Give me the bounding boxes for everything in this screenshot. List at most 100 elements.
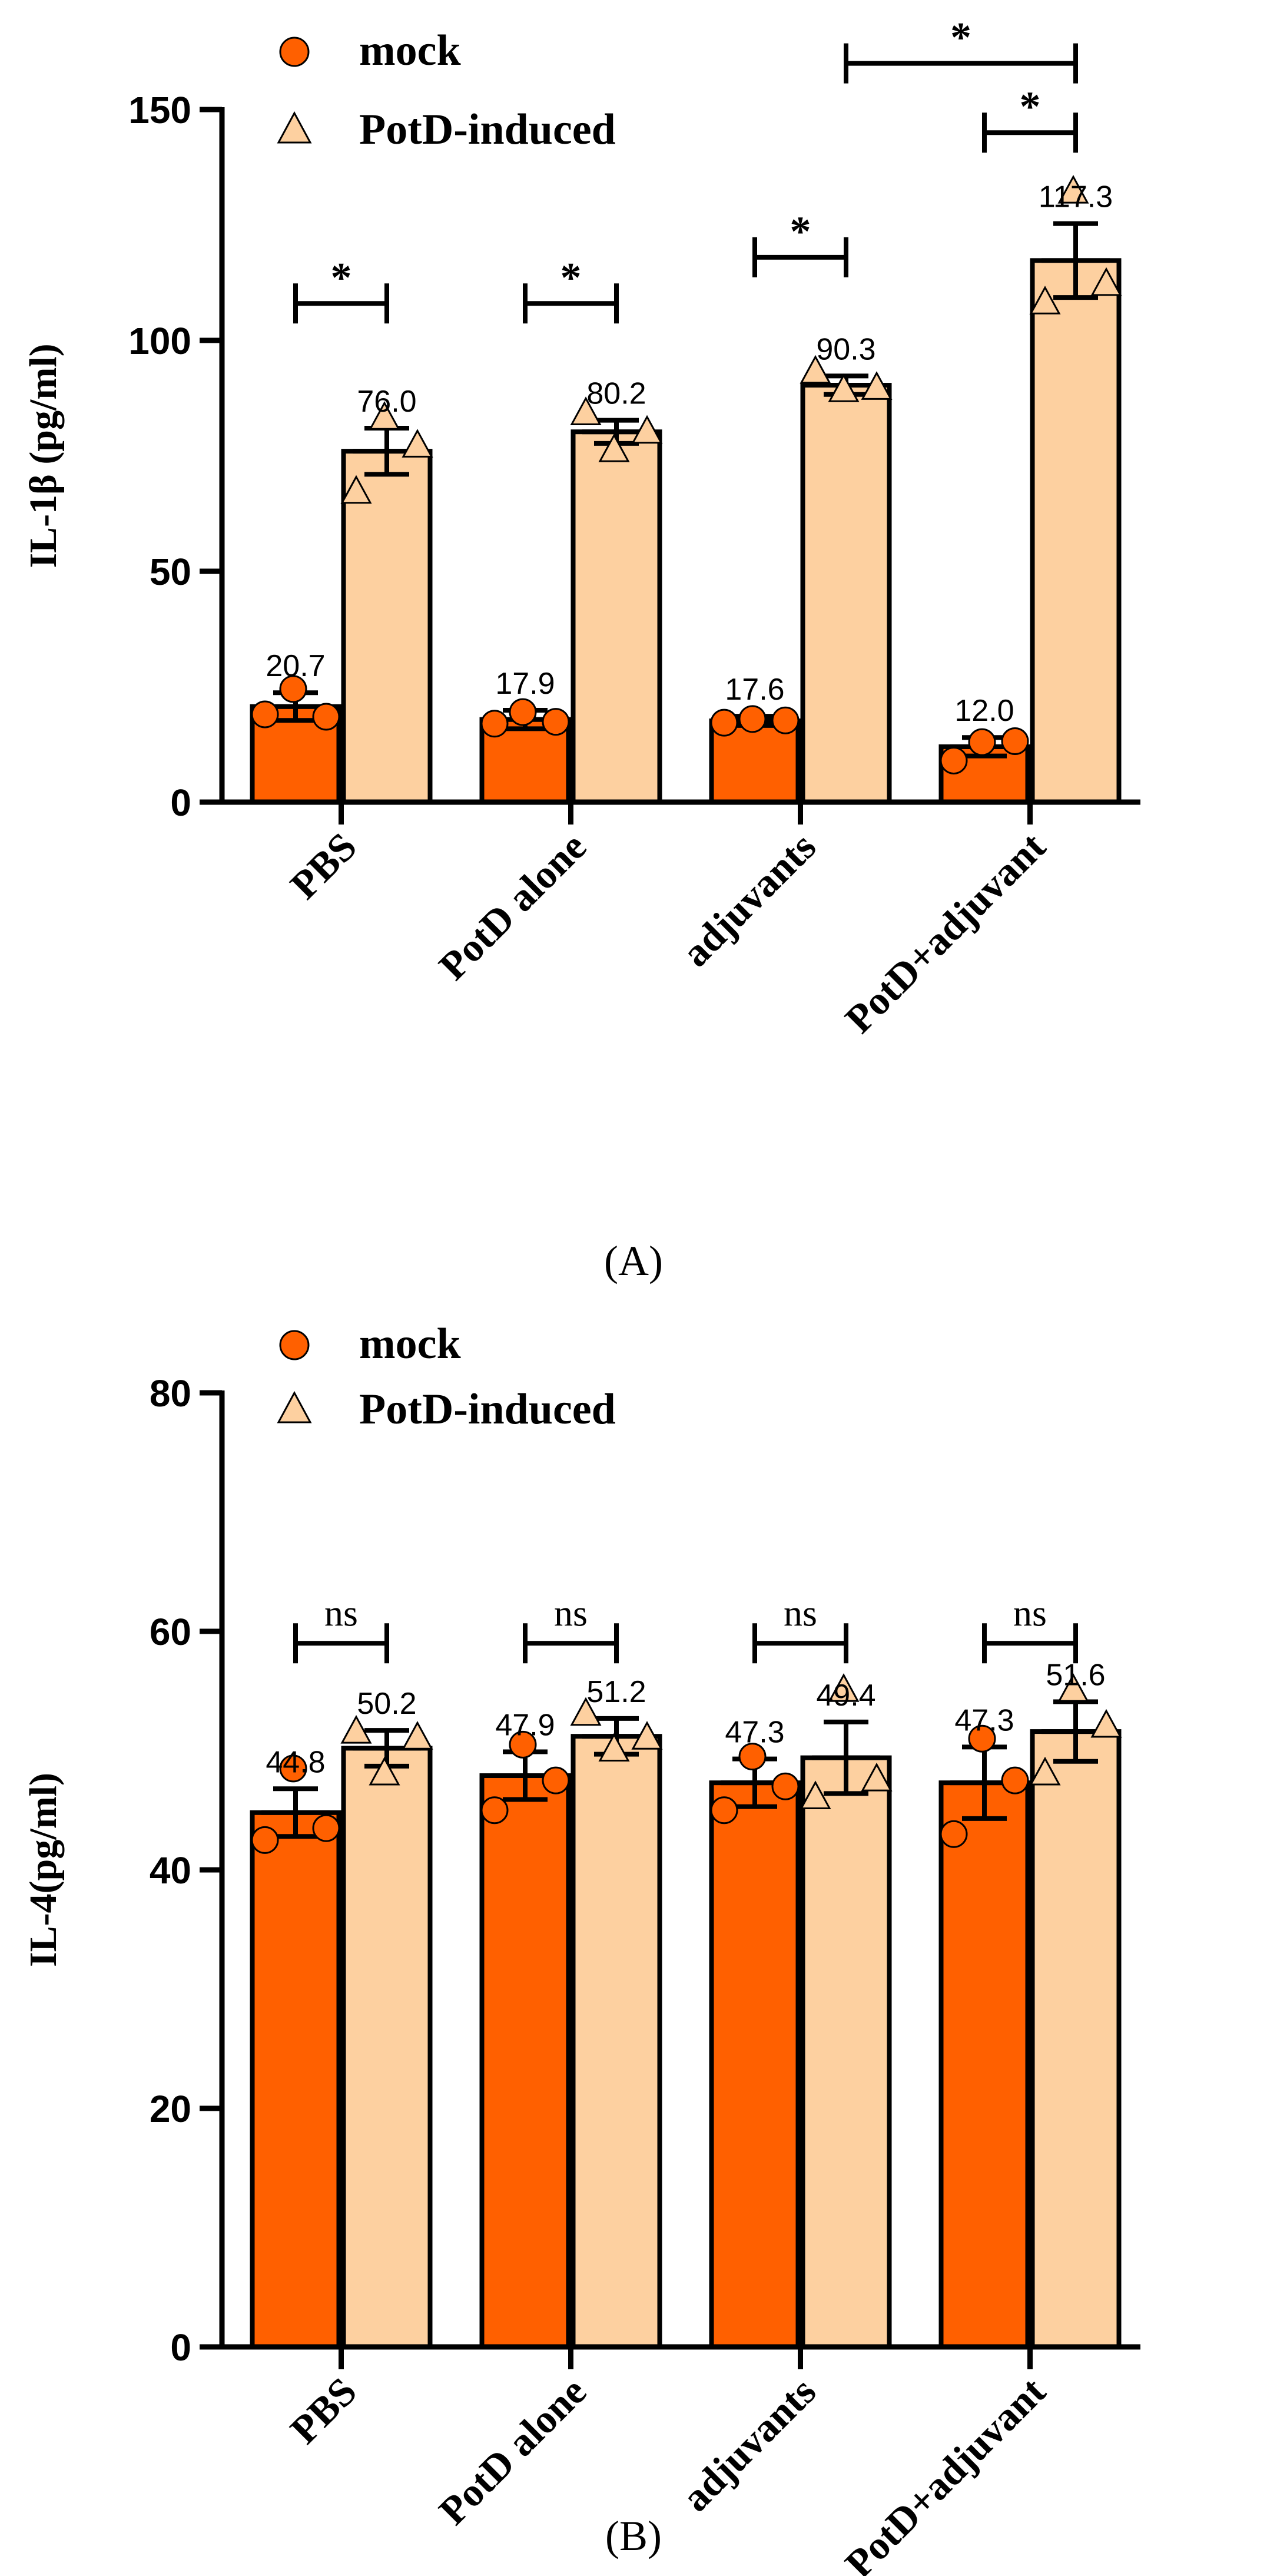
panel-a-value-label-potd-induced: 117.3 bbox=[1039, 180, 1113, 214]
panel-b-point-potd-induced bbox=[598, 1733, 630, 1762]
panel-b-value-label-potd-induced: 51.6 bbox=[1046, 1658, 1105, 1692]
panel-b-value-label-potd-induced: 50.2 bbox=[357, 1687, 416, 1721]
panel-a-point-mock bbox=[542, 708, 570, 736]
panel-b-label: (B) bbox=[605, 2512, 662, 2560]
panel-b-y-tick-label: 60 bbox=[150, 1611, 191, 1653]
panel-b-point-mock bbox=[312, 1814, 340, 1842]
panel-b-point-potd-induced bbox=[861, 1762, 893, 1792]
panel-a-point-mock bbox=[251, 700, 279, 729]
panel-a-significance-label: * bbox=[1020, 83, 1041, 130]
panel-b-y-tick-label: 40 bbox=[150, 1849, 191, 1892]
panel-a-point-mock bbox=[771, 706, 800, 734]
panel-a-significance-label: * bbox=[560, 254, 582, 301]
panel-b-bar-potd-induced-1 bbox=[571, 1734, 662, 2349]
panel-a-bar-potd-induced-1 bbox=[571, 429, 662, 804]
panel-a-point-potd-induced bbox=[800, 355, 831, 384]
panel-b-bar-potd-induced-3 bbox=[1030, 1729, 1122, 2350]
panel-b-significance-label: ns bbox=[324, 1592, 358, 1634]
panel-b-point-potd-induced bbox=[570, 1697, 602, 1726]
panel-a-significance-label: * bbox=[331, 254, 352, 301]
panel-b-legend-marker-potd bbox=[277, 1390, 312, 1423]
panel-b-point-potd-induced bbox=[1057, 1673, 1089, 1702]
panel-a-point-potd-induced bbox=[1090, 267, 1122, 296]
panel-b-point-mock bbox=[710, 1796, 738, 1825]
panel-a-y-tick-label: 150 bbox=[128, 89, 191, 131]
panel-b-point-mock bbox=[542, 1766, 570, 1794]
panel-b-point-mock bbox=[738, 1743, 767, 1771]
panel-b-point-mock bbox=[251, 1826, 279, 1854]
panel-a-point-mock bbox=[738, 705, 767, 733]
panel-b-point-potd-induced bbox=[1029, 1756, 1061, 1786]
panel-b-value-label-mock: 47.3 bbox=[954, 1703, 1014, 1737]
panel-b-point-potd-induced bbox=[1090, 1708, 1122, 1738]
panel-a-legend-label: PotD-induced bbox=[359, 105, 616, 154]
panel-b-category-label: adjuvants bbox=[673, 2369, 824, 2520]
panel-b-legend-label: mock bbox=[359, 1320, 461, 1368]
panel-b-point-potd-induced bbox=[631, 1721, 663, 1750]
panel-a-bar-potd-induced-3 bbox=[1030, 258, 1122, 805]
panel-a-point-potd-induced bbox=[861, 371, 893, 400]
panel-b-significance-label: ns bbox=[1013, 1592, 1047, 1634]
panel-a-y-tick-label: 50 bbox=[150, 551, 191, 593]
panel-b-significance-label: ns bbox=[784, 1592, 817, 1634]
panel-b-y-tick-label: 0 bbox=[170, 2326, 191, 2369]
panel-a-category-label: PotD+adjuvant bbox=[836, 824, 1054, 1042]
panel-b-point-potd-induced bbox=[800, 1780, 831, 1809]
panel-a-point-mock bbox=[509, 698, 537, 726]
panel-a-bar-potd-induced-0 bbox=[341, 449, 433, 804]
panel-a-point-potd-induced bbox=[1057, 174, 1089, 204]
panel-a-point-potd-induced bbox=[828, 373, 860, 402]
panel-b-bar-potd-induced-2 bbox=[800, 1755, 892, 2349]
panel-b-point-mock bbox=[509, 1730, 537, 1759]
panel-a-point-mock bbox=[312, 703, 340, 731]
panel-a-bar-potd-induced-2 bbox=[800, 383, 892, 804]
panel-b-value-label-mock: 47.3 bbox=[725, 1716, 784, 1750]
panel-a-point-potd-induced bbox=[598, 433, 630, 462]
panel-a-point-mock bbox=[480, 710, 509, 738]
panel-a-value-label-mock: 12.0 bbox=[954, 694, 1014, 728]
panel-b-value-label-mock: 47.9 bbox=[495, 1708, 555, 1743]
panel-b-legend-label: PotD-induced bbox=[359, 1385, 616, 1433]
panel-b-value-label-potd-induced: 51.2 bbox=[586, 1675, 646, 1709]
panel-b-point-mock bbox=[771, 1772, 800, 1800]
panel-a-value-label-mock: 17.6 bbox=[725, 673, 784, 707]
panel-b-bar-mock-2 bbox=[709, 1780, 801, 2350]
panel-b-y-axis-label: IL-4(pg/ml) bbox=[22, 1773, 65, 1967]
panel-b-bar-mock-0 bbox=[250, 1810, 341, 2350]
panel-b-point-mock bbox=[1001, 1766, 1029, 1794]
panel-a-category-label: adjuvants bbox=[673, 824, 824, 975]
panel-b-category-label: PBS bbox=[281, 2369, 365, 2452]
panel-a-point-potd-induced bbox=[570, 396, 602, 425]
panel-a-value-label-potd-induced: 90.3 bbox=[816, 332, 875, 366]
panel-a-value-label-mock: 17.9 bbox=[495, 667, 555, 701]
panel-b-point-potd-induced bbox=[828, 1673, 860, 1702]
panel-a-point-potd-induced bbox=[340, 475, 372, 504]
panel-a-label: (A) bbox=[604, 1237, 663, 1284]
panel-a-category-label: PBS bbox=[281, 824, 365, 908]
panel-a-chart: 0 50 100 150 IL-1β (pg/ml) PBS PotD alone adjuv… bbox=[22, 14, 1140, 1284]
panel-a-category-label: PotD alone bbox=[430, 824, 595, 988]
panel-a-point-mock bbox=[279, 675, 307, 703]
panel-a-legend-marker-potd bbox=[277, 111, 312, 144]
panel-a-significance-label: * bbox=[790, 208, 811, 255]
panel-b-significance-label: ns bbox=[554, 1592, 588, 1634]
panel-a-point-potd-induced bbox=[631, 415, 663, 444]
panel-a-y-tick-label: 100 bbox=[128, 320, 191, 362]
panel-b-point-potd-induced bbox=[340, 1714, 372, 1744]
panel-a-point-potd-induced bbox=[369, 401, 400, 430]
panel-b-point-potd-induced bbox=[402, 1721, 433, 1750]
panel-a-value-label-potd-induced: 76.0 bbox=[357, 385, 416, 419]
panel-b-category-label: PotD+adjuvant bbox=[836, 2369, 1054, 2576]
panel-b-bar-mock-3 bbox=[938, 1780, 1030, 2350]
panel-a-y-tick-label: 0 bbox=[170, 782, 191, 824]
panel-b-point-mock bbox=[968, 1724, 996, 1753]
panel-a-point-mock bbox=[710, 708, 738, 737]
panel-a-point-potd-induced bbox=[402, 429, 433, 458]
panel-b-bar-potd-induced-0 bbox=[341, 1746, 433, 2349]
panel-a-y-axis-label: IL-1β (pg/ml) bbox=[22, 343, 65, 568]
panel-a-legend-marker-mock bbox=[279, 37, 310, 67]
panel-b-point-mock bbox=[940, 1820, 968, 1848]
panel-a-significance-label: * bbox=[950, 14, 971, 61]
panel-a-value-label-potd-induced: 80.2 bbox=[586, 377, 646, 411]
